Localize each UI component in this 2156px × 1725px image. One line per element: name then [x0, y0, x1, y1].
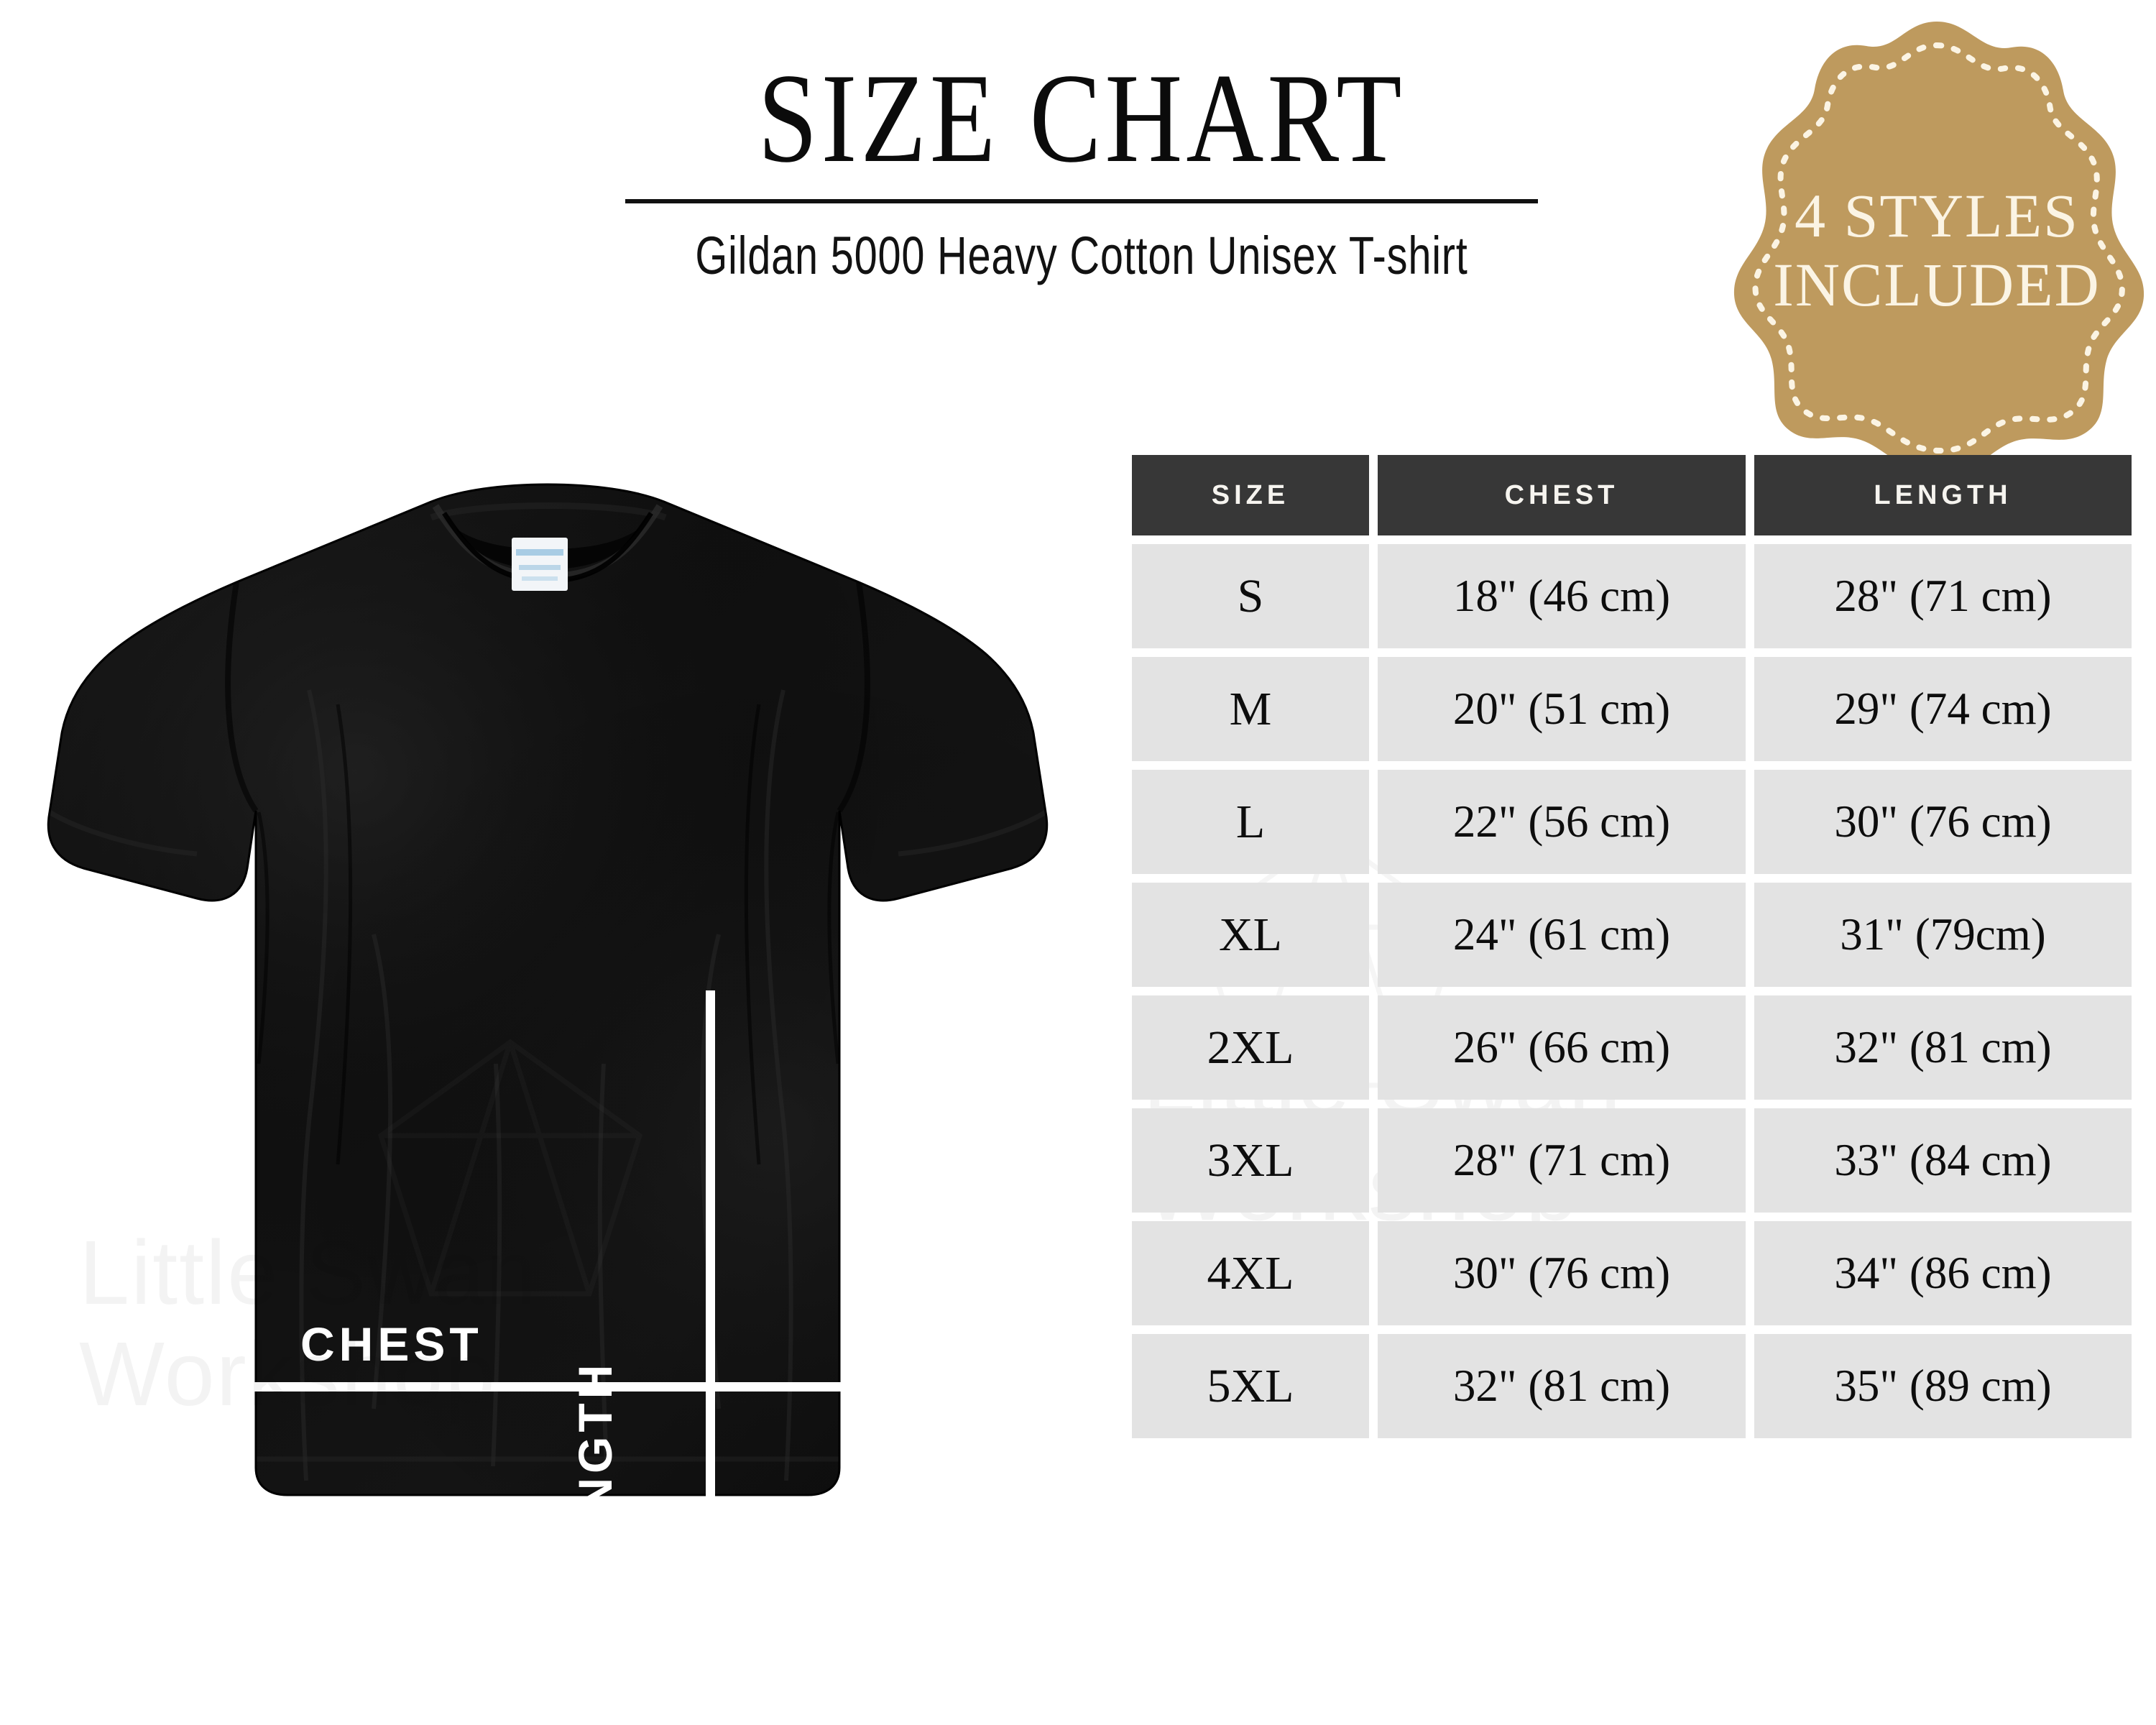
badge-text: 4 STYLES INCLUDED — [1714, 181, 2156, 320]
cell-size: 5XL — [1132, 1334, 1369, 1438]
table-row: 4XL 30" (76 cm) 34" (86 cm) — [1132, 1221, 2134, 1325]
tshirt-icon — [47, 483, 1049, 1496]
cell-length: 33" (84 cm) — [1754, 1108, 2132, 1213]
cell-chest: 26" (66 cm) — [1378, 995, 1746, 1100]
cell-chest: 30" (76 cm) — [1378, 1221, 1746, 1325]
cell-length: 34" (86 cm) — [1754, 1221, 2132, 1325]
cell-chest: 18" (46 cm) — [1378, 544, 1746, 648]
chest-measurement-line — [223, 1382, 855, 1392]
column-header-length: LENGTH — [1754, 455, 2132, 535]
table-row: L 22" (56 cm) 30" (76 cm) — [1132, 770, 2134, 874]
cell-length: 32" (81 cm) — [1754, 995, 2132, 1100]
length-measurement-line — [706, 990, 715, 1725]
cell-chest: 24" (61 cm) — [1378, 883, 1746, 987]
table-row: M 20" (51 cm) 29" (74 cm) — [1132, 657, 2134, 761]
brand-label-icon — [512, 538, 568, 591]
cell-size: M — [1132, 657, 1369, 761]
cell-length: 31" (79cm) — [1754, 883, 2132, 987]
cell-chest: 28" (71 cm) — [1378, 1108, 1746, 1213]
cell-size: L — [1132, 770, 1369, 874]
cell-chest: 22" (56 cm) — [1378, 770, 1746, 874]
cell-length: 28" (71 cm) — [1754, 544, 2132, 648]
styles-included-badge: 4 STYLES INCLUDED — [1714, 16, 2156, 476]
page-header: SIZE CHART Gildan 5000 Heavy Cotton Unis… — [532, 47, 1631, 286]
title-divider — [625, 199, 1538, 204]
cell-chest: 32" (81 cm) — [1378, 1334, 1746, 1438]
table-header-row: SIZE CHEST LENGTH — [1132, 455, 2134, 535]
cell-length: 35" (89 cm) — [1754, 1334, 2132, 1438]
cell-size: XL — [1132, 883, 1369, 987]
table-row: 5XL 32" (81 cm) 35" (89 cm) — [1132, 1334, 2134, 1438]
chest-measurement-label: CHEST — [300, 1317, 483, 1371]
badge-line-2: INCLUDED — [1773, 250, 2101, 320]
cell-length: 30" (76 cm) — [1754, 770, 2132, 874]
tshirt-diagram: CHEST LENGTH — [0, 474, 1107, 1725]
page-subtitle: Gildan 5000 Heavy Cotton Unisex T-shirt — [695, 226, 1468, 286]
cell-size: 2XL — [1132, 995, 1369, 1100]
column-header-size: SIZE — [1132, 455, 1369, 535]
table-row: XL 24" (61 cm) 31" (79cm) — [1132, 883, 2134, 987]
cell-size: 4XL — [1132, 1221, 1369, 1325]
page-title: SIZE CHART — [757, 47, 1406, 189]
cell-chest: 20" (51 cm) — [1378, 657, 1746, 761]
cell-size: 3XL — [1132, 1108, 1369, 1213]
badge-line-1: 4 STYLES — [1795, 181, 2079, 250]
table-row: S 18" (46 cm) 28" (71 cm) — [1132, 544, 2134, 648]
cell-length: 29" (74 cm) — [1754, 657, 2132, 761]
cell-size: S — [1132, 544, 1369, 648]
column-header-chest: CHEST — [1378, 455, 1746, 535]
table-row: 2XL 26" (66 cm) 32" (81 cm) — [1132, 995, 2134, 1100]
size-chart-table: SIZE CHEST LENGTH S 18" (46 cm) 28" (71 … — [1132, 455, 2134, 1447]
length-measurement-label: LENGTH — [568, 1360, 622, 1581]
table-row: 3XL 28" (71 cm) 33" (84 cm) — [1132, 1108, 2134, 1213]
